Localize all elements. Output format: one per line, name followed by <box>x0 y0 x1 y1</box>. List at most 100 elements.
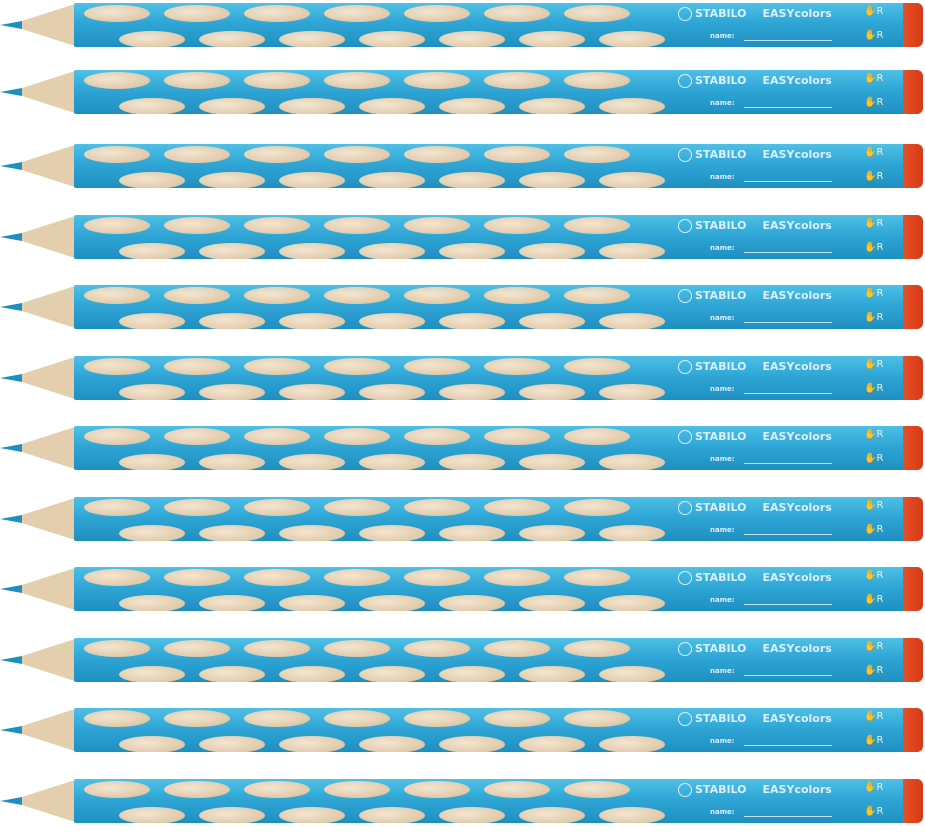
grip-oval <box>359 525 425 541</box>
grip-oval <box>519 525 585 541</box>
stabilo-logo-icon <box>678 783 692 797</box>
grip-oval <box>119 525 185 541</box>
stabilo-logo-icon <box>678 219 692 233</box>
grip-oval <box>164 640 230 657</box>
grip-oval <box>484 428 550 445</box>
pencil-tip <box>0 638 78 682</box>
grip-oval <box>84 499 150 516</box>
model-name: EASYcolors <box>762 642 832 655</box>
model-name: EASYcolors <box>762 148 832 161</box>
pencil-body: STABILO EASYcolors ✋R name: ✋R <box>74 285 906 329</box>
model-name: EASYcolors <box>762 74 832 87</box>
grip-oval <box>564 217 630 234</box>
grip-oval <box>599 172 665 188</box>
grip-oval <box>244 358 310 375</box>
grip-oval <box>404 217 470 234</box>
pencil-tip <box>0 708 78 752</box>
pencil-body: STABILO EASYcolors ✋R name: ✋R <box>74 215 906 259</box>
grip-oval <box>324 358 390 375</box>
grip-oval <box>84 428 150 445</box>
grip-oval <box>404 146 470 163</box>
grip-oval <box>599 595 665 611</box>
pencil-tip <box>0 3 78 47</box>
grip-oval <box>519 172 585 188</box>
name-line <box>744 107 832 108</box>
grip-oval <box>119 313 185 329</box>
pencil-tip <box>0 356 78 400</box>
grip-oval <box>164 217 230 234</box>
grip-oval <box>244 640 310 657</box>
pencil-cap <box>903 215 923 259</box>
grip-oval <box>484 569 550 586</box>
right-hand-icon: ✋R <box>864 665 884 676</box>
grip-oval <box>279 807 345 823</box>
grip-oval <box>199 525 265 541</box>
grip-oval <box>84 710 150 727</box>
name-line <box>744 252 832 253</box>
grip-oval <box>484 358 550 375</box>
grip-oval <box>279 98 345 114</box>
brand-label: STABILO EASYcolors <box>678 430 832 444</box>
model-name: EASYcolors <box>762 501 832 514</box>
grip-oval <box>119 736 185 752</box>
name-line <box>744 816 832 817</box>
name-line <box>744 675 832 676</box>
stabilo-logo-icon <box>678 360 692 374</box>
brand-name: STABILO <box>695 571 747 584</box>
model-name: EASYcolors <box>762 219 832 232</box>
grip-oval <box>599 666 665 682</box>
brand-name: STABILO <box>695 430 747 443</box>
pencil: STABILO EASYcolors ✋R name: ✋R <box>0 1 925 49</box>
grip-oval <box>359 243 425 259</box>
right-hand-icon: ✋R <box>864 735 884 746</box>
name-label: name: <box>710 526 735 534</box>
grip-oval <box>564 146 630 163</box>
grip-oval <box>244 499 310 516</box>
brand-label: STABILO EASYcolors <box>678 219 832 233</box>
pencil-cap <box>903 285 923 329</box>
pencil-body: STABILO EASYcolors ✋R name: ✋R <box>74 779 906 823</box>
grip-oval <box>519 666 585 682</box>
grip-oval <box>404 72 470 89</box>
grip-oval <box>404 781 470 798</box>
grip-oval <box>404 5 470 22</box>
grip-oval <box>279 666 345 682</box>
right-hand-icon: ✋R <box>864 570 884 581</box>
grip-oval <box>359 807 425 823</box>
grip-oval <box>439 454 505 470</box>
pencil-body: STABILO EASYcolors ✋R name: ✋R <box>74 497 906 541</box>
grip-oval <box>484 146 550 163</box>
grip-oval <box>484 499 550 516</box>
grip-oval <box>484 710 550 727</box>
grip-oval <box>484 5 550 22</box>
grip-oval <box>599 313 665 329</box>
grip-oval <box>279 525 345 541</box>
brand-name: STABILO <box>695 642 747 655</box>
grip-oval <box>279 172 345 188</box>
stabilo-logo-icon <box>678 7 692 21</box>
pencil-cap <box>903 426 923 470</box>
stabilo-logo-icon <box>678 148 692 162</box>
right-hand-icon: ✋R <box>864 711 884 722</box>
name-label: name: <box>710 244 735 252</box>
grip-oval <box>84 287 150 304</box>
right-hand-icon: ✋R <box>864 6 884 17</box>
grip-oval <box>439 666 505 682</box>
grip-oval <box>244 710 310 727</box>
grip-oval <box>164 72 230 89</box>
right-hand-icon: ✋R <box>864 30 884 41</box>
name-line <box>744 463 832 464</box>
stabilo-logo-icon <box>678 712 692 726</box>
right-hand-icon: ✋R <box>864 218 884 229</box>
right-hand-icon: ✋R <box>864 383 884 394</box>
model-name: EASYcolors <box>762 430 832 443</box>
right-hand-icon: ✋R <box>864 171 884 182</box>
name-label: name: <box>710 99 735 107</box>
name-label: name: <box>710 455 735 463</box>
right-hand-icon: ✋R <box>864 806 884 817</box>
pencil-body: STABILO EASYcolors ✋R name: ✋R <box>74 708 906 752</box>
grip-oval <box>279 31 345 47</box>
grip-oval <box>244 287 310 304</box>
grip-oval <box>564 72 630 89</box>
grip-oval <box>324 499 390 516</box>
